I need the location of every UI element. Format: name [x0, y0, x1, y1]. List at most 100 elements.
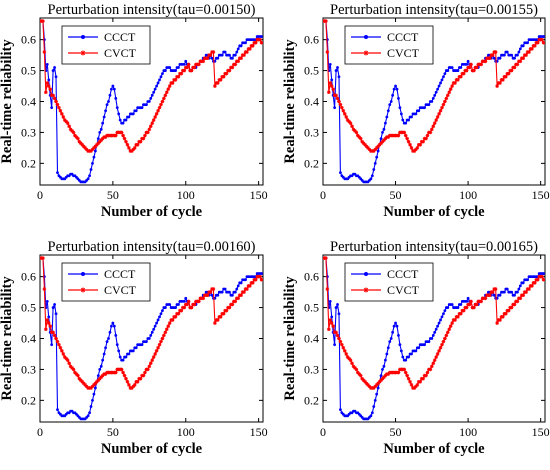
- data-point: [447, 90, 452, 95]
- data-point: [330, 315, 334, 319]
- data-point: [93, 149, 97, 153]
- data-point: [96, 378, 101, 383]
- data-point: [224, 308, 229, 313]
- data-point: [341, 345, 346, 350]
- y-axis-label: Real-time reliability: [282, 39, 298, 164]
- data-point: [376, 381, 380, 386]
- data-point: [394, 84, 397, 88]
- data-point: [397, 334, 400, 337]
- data-point: [385, 115, 389, 119]
- data-point: [521, 293, 526, 298]
- data-point: [524, 53, 528, 57]
- data-point: [138, 139, 143, 144]
- data-point: [414, 384, 418, 389]
- data-point: [163, 93, 168, 98]
- data-point: [230, 65, 235, 70]
- data-point: [441, 102, 446, 107]
- data-point: [153, 352, 157, 356]
- data-point: [333, 343, 337, 347]
- data-point: [162, 333, 166, 338]
- data-point: [186, 299, 191, 304]
- data-point: [223, 50, 227, 54]
- data-point: [221, 311, 226, 316]
- chart-panel-2: Perturbation intensity(tau=0.00155) 0 50 10…: [282, 2, 550, 220]
- data-point: [364, 144, 369, 149]
- data-point: [373, 161, 377, 165]
- data-point: [185, 65, 190, 70]
- series-cvct: [323, 19, 545, 153]
- data-point: [60, 349, 64, 353]
- data-point: [56, 171, 59, 175]
- data-point: [121, 121, 125, 125]
- data-point: [381, 131, 384, 134]
- data-point: [366, 146, 370, 150]
- data-point: [360, 139, 364, 144]
- data-point: [70, 129, 74, 133]
- data-point: [425, 370, 430, 375]
- data-point: [114, 97, 118, 100]
- x-tick-label: 150: [532, 188, 550, 202]
- data-point: [404, 121, 408, 125]
- data-point: [64, 356, 69, 361]
- data-point: [86, 414, 90, 418]
- data-point: [197, 299, 201, 304]
- y-tick-label: 0.3: [21, 125, 36, 139]
- legend-swatch-marker: [81, 35, 85, 39]
- chart-title: Perturbation intensity(tau=0.00155): [330, 2, 538, 18]
- x-tick-label: 50: [107, 425, 119, 439]
- y-tick-label: 0.5: [21, 301, 36, 315]
- data-point: [501, 78, 505, 82]
- data-point: [391, 93, 395, 97]
- data-point: [53, 66, 56, 69]
- data-point: [205, 56, 210, 61]
- legend-box: [61, 262, 151, 302]
- data-point: [437, 84, 441, 88]
- data-point: [527, 50, 531, 54]
- data-point: [105, 103, 109, 106]
- data-point: [431, 97, 435, 100]
- x-tick-label: 0: [37, 188, 43, 202]
- data-point: [95, 142, 99, 147]
- data-point: [379, 137, 383, 141]
- data-point: [156, 81, 160, 85]
- legend-label: CVCT: [104, 46, 137, 60]
- data-point: [89, 386, 93, 390]
- data-point: [84, 147, 89, 152]
- data-point: [438, 345, 443, 350]
- data-point: [382, 375, 386, 379]
- data-point: [239, 56, 243, 61]
- data-point: [434, 355, 438, 359]
- data-point: [386, 135, 391, 139]
- data-point: [347, 119, 351, 124]
- data-point: [392, 324, 396, 328]
- data-point: [57, 105, 61, 110]
- x-tick-label: 50: [390, 188, 402, 202]
- data-point: [77, 376, 82, 381]
- data-point: [335, 333, 340, 338]
- data-point: [401, 355, 405, 359]
- data-point: [505, 50, 509, 54]
- data-point: [388, 103, 392, 106]
- data-point: [467, 65, 472, 70]
- chart-title: Perturbation intensity(tau=0.00165): [330, 239, 538, 255]
- data-point: [469, 299, 473, 304]
- data-point: [96, 374, 100, 378]
- data-point: [141, 136, 146, 141]
- series-ccct: [323, 19, 545, 184]
- data-point: [166, 87, 171, 91]
- data-point: [155, 321, 159, 325]
- data-point: [395, 87, 399, 91]
- data-point: [124, 355, 128, 359]
- data-point: [98, 368, 102, 371]
- data-point: [337, 99, 341, 104]
- data-point: [107, 337, 110, 340]
- data-point: [459, 303, 463, 306]
- data-point: [118, 118, 122, 122]
- data-point: [488, 293, 492, 298]
- data-point: [366, 383, 370, 387]
- data-point: [339, 171, 342, 175]
- data-point: [459, 311, 463, 316]
- data-point: [259, 277, 263, 282]
- data-point: [328, 299, 332, 303]
- data-point: [415, 146, 420, 150]
